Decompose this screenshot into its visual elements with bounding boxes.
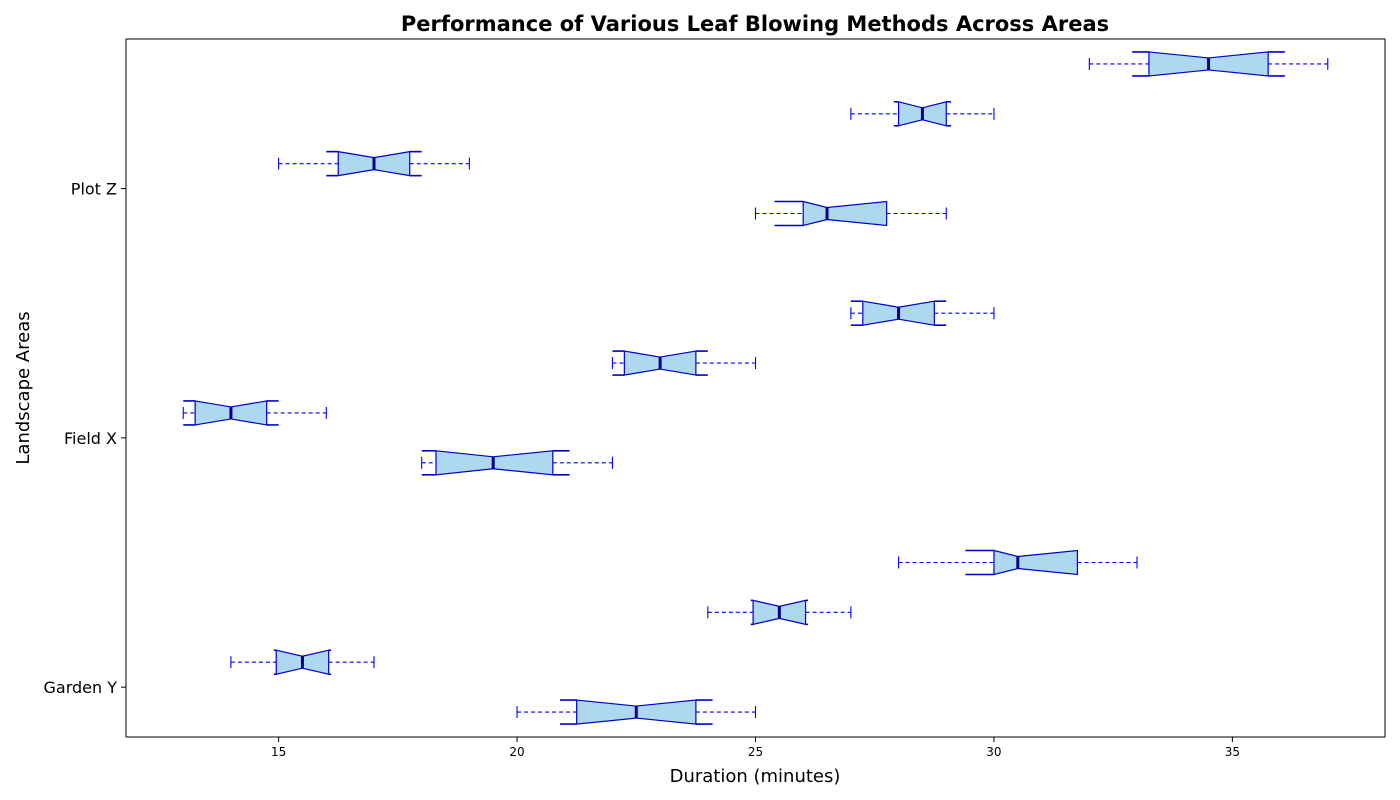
y-axis-label: Landscape Areas xyxy=(13,311,34,464)
plot-frame xyxy=(125,38,1386,738)
x-axis: 15 20 25 30 35 xyxy=(271,737,1240,759)
box-body xyxy=(802,200,888,227)
box-body xyxy=(993,549,1079,576)
box-group xyxy=(707,599,852,626)
x-tick-label: 30 xyxy=(986,745,1001,759)
y-tick-label: Garden Y xyxy=(44,678,118,697)
chart-title: Performance of Various Leaf Blowing Meth… xyxy=(401,12,1109,36)
box-group xyxy=(230,649,375,676)
box-group xyxy=(182,400,327,426)
x-axis-label: Duration (minutes) xyxy=(670,766,841,787)
x-tick-label: 25 xyxy=(748,745,763,759)
box-group xyxy=(754,200,947,227)
box-group xyxy=(850,100,995,127)
y-axis: Garden Y Field X Plot Z xyxy=(44,180,126,697)
plot-area xyxy=(182,51,1329,725)
x-tick-label: 20 xyxy=(509,745,524,759)
box-group xyxy=(516,699,757,725)
box-group xyxy=(421,449,613,476)
box-group xyxy=(1088,51,1329,77)
y-tick-label: Plot Z xyxy=(71,180,117,199)
box-group xyxy=(278,150,470,177)
x-tick-label: 15 xyxy=(271,745,286,759)
x-tick-label: 35 xyxy=(1225,745,1240,759)
box-group xyxy=(611,350,757,376)
box-group xyxy=(850,300,995,327)
box-group xyxy=(898,549,1138,576)
y-tick-label: Field X xyxy=(64,429,117,448)
